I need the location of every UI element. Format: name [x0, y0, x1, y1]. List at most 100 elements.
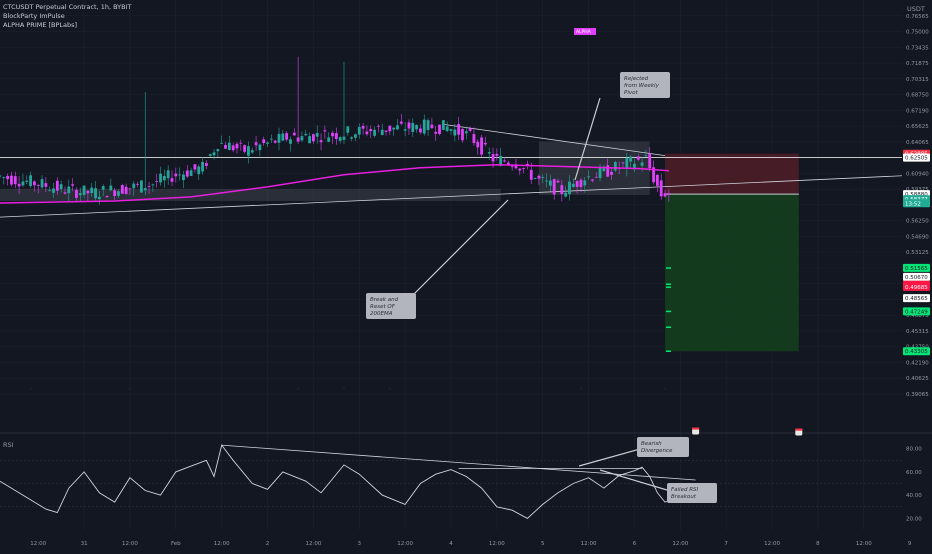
event-marker-icon: ◦ [664, 386, 666, 391]
candle-body [399, 121, 403, 124]
candle-body [132, 183, 136, 189]
candle-body [10, 175, 13, 185]
candle-body [346, 126, 350, 133]
event-marker-icon: ◦ [389, 386, 391, 391]
price-tag [903, 263, 930, 272]
candle-body [239, 142, 243, 144]
candle-body [633, 163, 636, 170]
time-axis-label: 2 [266, 541, 270, 547]
candle-body [273, 140, 277, 143]
candle-body [663, 193, 667, 197]
candle-body [243, 145, 247, 152]
candle-body [227, 142, 231, 151]
candle-body [285, 133, 289, 140]
candle-body [548, 180, 552, 186]
candle-body [109, 185, 113, 191]
rsi-line [0, 444, 673, 519]
candle-body [59, 184, 63, 189]
event-marker-icon: ◦ [580, 386, 582, 391]
candle-body [644, 155, 648, 157]
candle-body [571, 183, 575, 187]
candle-body [514, 164, 518, 169]
candle-body [480, 137, 483, 155]
candle-body [495, 153, 499, 156]
price-tag [903, 347, 930, 356]
time-axis-label: 12:00 [397, 541, 413, 547]
price-axis-tick: 0.70315 [906, 77, 929, 83]
price-tag-label: 0.49685 [905, 285, 928, 291]
candle-body [541, 177, 545, 179]
candle-body [193, 164, 197, 170]
candle-body [136, 183, 139, 185]
candle-body [296, 137, 300, 142]
candle-body [457, 124, 461, 135]
candle-body [32, 181, 36, 186]
candle-body [155, 181, 159, 182]
rsi-axis-tick: 80.00 [906, 447, 922, 453]
candle-body [434, 131, 438, 134]
annotation-break-reset-box [366, 293, 416, 319]
time-axis-label: 5 [541, 541, 545, 547]
candle-body [610, 171, 613, 175]
time-axis-label: 8 [816, 541, 820, 547]
candle-body [499, 155, 503, 166]
candle-body [182, 174, 185, 181]
candle-body [254, 142, 258, 146]
candle-body [357, 127, 361, 135]
candle-body [621, 162, 625, 164]
candle-body [143, 188, 147, 191]
candle-body [506, 162, 510, 165]
candle-body [522, 168, 526, 169]
candle-body [300, 136, 304, 141]
price-axis-unit: USDT [907, 5, 925, 13]
price-axis-tick: 0.45315 [906, 329, 929, 335]
annotation-failed-rsi-text: Breakout [671, 494, 697, 500]
indicator-alpha-label: ALPHA PRIME [BPLabs] [3, 21, 78, 29]
candle-body [258, 144, 262, 151]
annotation-rejected-pointer [574, 97, 601, 181]
price-tag [903, 282, 930, 291]
candle-body [128, 188, 132, 190]
candle-body [491, 154, 495, 162]
candle-body [117, 191, 120, 196]
candle-body [120, 185, 124, 194]
candle-body [468, 128, 472, 131]
ema200-line [0, 163, 669, 204]
candle-body [342, 136, 346, 140]
annotation-bearish-divergence-pointer [578, 448, 641, 467]
price-tag-label: 0.58880 [905, 192, 928, 198]
candle-body [667, 193, 671, 195]
annotation-bearish-divergence-box [637, 437, 689, 457]
candle-body [312, 134, 315, 142]
time-axis-label: 12:00 [489, 541, 505, 547]
candle-body [44, 183, 48, 187]
candle-body [445, 126, 449, 132]
candle-body [376, 125, 380, 127]
candle-body [564, 192, 568, 197]
price-axis-tick: 0.68750 [906, 93, 929, 99]
candle-body [415, 125, 419, 130]
candle-body [472, 133, 476, 144]
candle-body [189, 170, 193, 176]
rsi-axis-tick: 60.00 [906, 470, 922, 476]
candle-body [304, 133, 308, 136]
time-axis-label: 7 [724, 541, 728, 547]
price-tag-label: 0.62505 [905, 156, 928, 162]
candle-body [419, 128, 422, 133]
candle-body [568, 181, 571, 195]
candle-body [529, 169, 533, 180]
candle-body [94, 188, 97, 199]
price-tag-label: 13:52 [905, 201, 921, 207]
candle-body [323, 130, 327, 132]
candle-body [13, 176, 17, 185]
price-tag-label: 0.48565 [905, 296, 928, 302]
candle-body [262, 139, 266, 144]
candle-body [52, 188, 55, 193]
candle-body [426, 120, 430, 131]
annotation-rejected-text: from Weekly [624, 83, 660, 89]
price-tag-label: 0.51565 [905, 266, 928, 272]
price-axis-tick: 0.56250 [906, 219, 929, 225]
annotation-break-reset-text: Break and [370, 297, 399, 303]
